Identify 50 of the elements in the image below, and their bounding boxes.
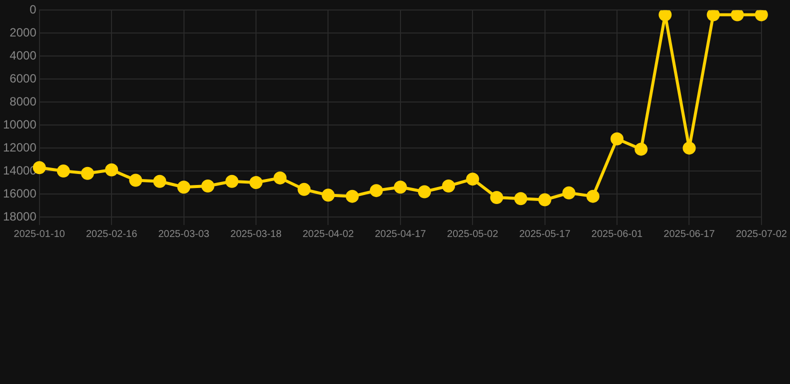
x-tick-label: 2025-04-17 [374,228,426,240]
point [370,184,383,198]
x-tick-label: 2025-07-02 [736,228,788,240]
point [754,10,768,22]
point [105,163,118,176]
y-tick-label: 4000 [10,48,37,62]
y-tick-label: 2000 [10,25,37,40]
point [153,174,166,188]
point [610,132,624,146]
point [634,142,648,156]
x-tick-label: 2025-01-10 [14,228,66,240]
y-tick-label: 18000 [2,209,37,224]
point [81,166,94,180]
point [56,164,70,178]
x-tick-label: 2025-05-17 [519,228,571,240]
x-tick-label: 2025-03-03 [158,228,210,240]
x-tick-label: 2025-05-02 [447,228,499,240]
point [129,174,142,187]
point [682,142,696,155]
y-tick-label: 12000 [2,140,37,154]
point [562,186,576,200]
point [322,188,335,202]
point [249,176,262,190]
point [442,179,456,192]
point [394,180,407,194]
point [586,190,600,203]
x-tick-label: 2025-03-18 [230,228,282,240]
x-tick-label: 2025-04-02 [302,228,354,240]
point [298,182,311,196]
point [538,193,552,206]
point [418,185,431,198]
point [346,190,359,203]
y-tick-label: 6000 [10,71,37,86]
point [274,171,287,184]
point [730,10,744,22]
point [490,190,504,204]
point [201,179,214,192]
point [658,10,672,22]
y-tick-label: 0 [30,2,37,17]
point [706,10,720,22]
x-tick-label: 2025-06-01 [591,228,644,240]
point [466,172,480,186]
y-tick-label: 8000 [10,94,37,108]
point [514,192,528,206]
x-tick-label: 2025-06-17 [664,228,716,240]
x-tick-label: 2025-02-16 [86,228,138,240]
point [177,180,190,194]
y-tick-label: 16000 [2,186,37,200]
y-tick-label: 10000 [2,117,37,132]
point [225,174,238,188]
